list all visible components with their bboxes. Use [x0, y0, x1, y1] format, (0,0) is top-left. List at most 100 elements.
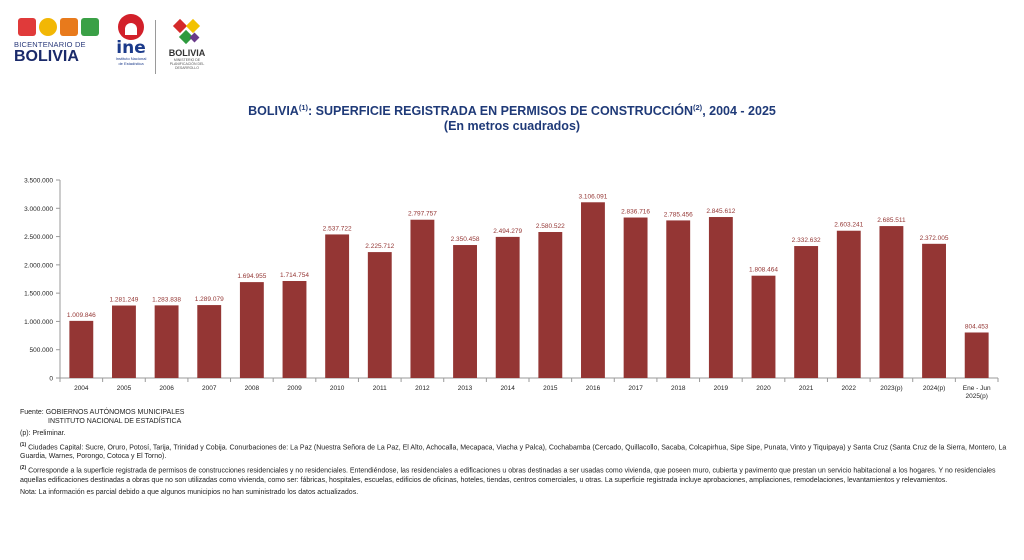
- x-category-label: 2013: [458, 385, 473, 392]
- title-part-b: : SUPERFICIE REGISTRADA EN PERMISOS DE C…: [308, 104, 694, 119]
- bicentenario-icons: [18, 18, 100, 36]
- bar: [879, 226, 904, 378]
- x-category-label: 2009: [287, 385, 302, 392]
- x-category-label: 2019: [714, 385, 729, 392]
- logo-divider: [155, 20, 156, 74]
- bolivia-wordmark: BOLIVIA: [168, 48, 206, 58]
- bar: [453, 245, 477, 378]
- bar: [538, 232, 563, 378]
- x-category-label: 2024(p): [923, 385, 945, 392]
- bar: [154, 305, 179, 378]
- y-tick-label: 2.000.000: [24, 262, 53, 269]
- x-category-label: 2004: [74, 385, 89, 392]
- bar-value-label: 2.685.511: [877, 217, 906, 224]
- footnote-2-text: Corresponde a la superficie registrada d…: [20, 467, 996, 484]
- bar: [708, 217, 733, 378]
- y-tick-label: 1.500.000: [24, 291, 53, 298]
- x-category-label: 2022: [842, 385, 857, 392]
- bar: [325, 234, 350, 378]
- bolivia-ministry: MINISTERIO DE PLANIFICACIÓN DEL DESARROL…: [169, 58, 205, 70]
- ine-subtitle-2: de Estadística: [118, 61, 144, 66]
- footnote-1-text: Ciudades Capital: Sucre, Oruro, Potosí, …: [20, 444, 1007, 461]
- bar: [922, 243, 946, 378]
- x-category-label: 2005: [117, 385, 132, 392]
- y-tick-label: 2.500.000: [24, 234, 53, 241]
- bar-value-label: 2.372.005: [920, 235, 949, 242]
- y-tick-label: 3.000.000: [24, 206, 53, 213]
- x-category-label: 2006: [159, 385, 174, 392]
- bar-value-label: 2.494.279: [493, 228, 522, 235]
- footnote-2-marker: (2): [20, 465, 27, 472]
- source-1: GOBIERNOS AUTÓNOMOS MUNICIPALES: [45, 409, 185, 416]
- bar: [794, 246, 819, 378]
- bar: [751, 275, 776, 378]
- bolivia-logo: BOLIVIA MINISTERIO DE PLANIFICACIÓN DEL …: [160, 18, 214, 78]
- bar-value-label: 2.785.456: [664, 211, 693, 218]
- bar: [69, 320, 94, 378]
- bar-value-label: 1.694.955: [237, 273, 266, 280]
- x-category-label: 2017: [628, 385, 643, 392]
- x-category-label: 2014: [500, 385, 515, 392]
- x-category-label: 2010: [330, 385, 345, 392]
- x-category-label: 2021: [799, 385, 814, 392]
- bar-value-label: 2.537.722: [323, 225, 352, 232]
- x-category-label: 2015: [543, 385, 558, 392]
- y-tick-label: 3.500.000: [24, 178, 53, 185]
- y-tick-label: 1.000.000: [24, 319, 53, 326]
- x-category-label: 2023(p): [880, 385, 902, 392]
- x-category-label: 2018: [671, 385, 686, 392]
- title-part-a: BOLIVIA: [248, 104, 299, 119]
- bar-value-label: 1.009.846: [67, 312, 96, 319]
- header-logos: BICENTENARIO DE BOLIVIA ine Instituto Na…: [14, 14, 214, 78]
- title-part-c: , 2004 - 2025: [702, 104, 776, 119]
- bar-value-label: 3.106.091: [578, 193, 607, 200]
- bar-value-label: 2.603.241: [834, 222, 863, 229]
- footnote-1: (1) Ciudades Capital: Sucre, Oruro, Poto…: [20, 441, 1010, 461]
- bar: [623, 217, 648, 378]
- chart-title-line1: BOLIVIA(1): SUPERFICIE REGISTRADA EN PER…: [0, 100, 1024, 119]
- data-note: Nota: La información es parcial debido a…: [20, 488, 359, 496]
- ine-wordmark: ine: [116, 38, 146, 58]
- bar-value-label: 2.332.632: [792, 237, 821, 244]
- x-category-label: 2020: [756, 385, 771, 392]
- bar: [666, 220, 691, 378]
- bar: [836, 230, 861, 378]
- bar: [581, 202, 605, 378]
- bar-value-label: 2.350.458: [451, 236, 480, 243]
- bar-value-label: 1.283.838: [152, 296, 181, 303]
- preliminary-note: (p): Preliminar.: [20, 430, 66, 437]
- x-category-label: 2012: [415, 385, 430, 392]
- chart-title: BOLIVIA(1): SUPERFICIE REGISTRADA EN PER…: [0, 100, 1024, 134]
- source-line-1: Fuente: GOBIERNOS AUTÓNOMOS MUNICIPALES: [20, 408, 1010, 417]
- bar: [282, 280, 307, 378]
- bar: [197, 305, 222, 378]
- bar-value-label: 2.797.757: [408, 211, 437, 218]
- bar-value-label: 804.453: [965, 323, 989, 330]
- y-tick-label: 0: [49, 376, 53, 383]
- bicentenario-logo: BICENTENARIO DE BOLIVIA: [14, 18, 100, 78]
- footnote-1-marker: (1): [20, 442, 27, 448]
- chart-subtitle: (En metros cuadrados): [443, 119, 581, 134]
- bar: [964, 332, 989, 378]
- y-tick-label: 500.000: [30, 347, 54, 354]
- source-label: Fuente:: [20, 409, 44, 416]
- bolivia-emblem-icon: [172, 18, 202, 48]
- bar: [239, 282, 264, 378]
- bar-value-label: 1.808.464: [749, 267, 778, 274]
- x-category-label: Ene - Jun 2025(p): [963, 385, 991, 400]
- bar-value-label: 2.580.522: [536, 223, 565, 230]
- title-sup-1: (1): [298, 103, 309, 112]
- ine-logo: ine Instituto Nacional de Estadística: [110, 14, 152, 78]
- bar-value-label: 1.281.249: [109, 297, 138, 304]
- footnote-2: (2) Corresponde a la superficie registra…: [20, 464, 1010, 484]
- x-category-label: 2016: [586, 385, 601, 392]
- bar-value-label: 1.289.079: [195, 296, 224, 303]
- bar: [367, 252, 392, 378]
- source-2: INSTITUTO NACIONAL DE ESTADÍSTICA: [48, 418, 182, 425]
- ine-emblem-icon: [118, 14, 144, 40]
- title-sup-2: (2): [693, 103, 703, 112]
- x-category-label: 2011: [373, 385, 387, 392]
- bicentenario-country: BOLIVIA: [14, 48, 79, 65]
- bar-chart: 0 500.000 1.000.000 1.500.000 2.000.000 2.500…: [24, 178, 999, 400]
- bar-value-label: 2.845.612: [706, 208, 735, 215]
